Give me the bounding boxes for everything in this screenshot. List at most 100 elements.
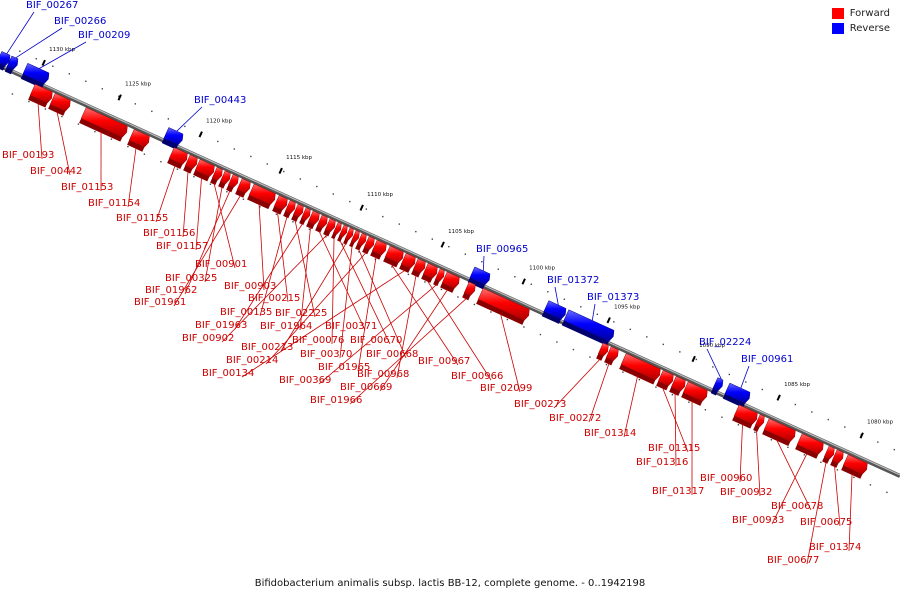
legend-forward-label: Forward: [849, 8, 890, 19]
gene-arrow: [227, 174, 239, 189]
gene-arrow: [754, 414, 765, 428]
gene-label: BIF_01963: [195, 320, 247, 331]
scale-dot: [101, 88, 104, 90]
gene-arrow-shadow: [167, 158, 183, 170]
gene-label: BIF_01374: [809, 542, 861, 553]
gene-leader-line: [834, 465, 841, 527]
scale-dot: [151, 110, 153, 113]
scale-dot: [11, 93, 14, 95]
scale-dot: [44, 108, 47, 110]
scale-dot: [754, 431, 756, 433]
scale-dot: [728, 373, 731, 376]
gene-arrow-shadow: [355, 244, 362, 251]
scale-dot: [407, 273, 410, 276]
gene-arrow-shadow: [604, 357, 614, 366]
gene-arrow: [657, 369, 674, 387]
scale-dot: [184, 125, 186, 128]
scale-dot: [613, 321, 615, 323]
scale-tick: [198, 131, 203, 138]
gene-leader-line: [553, 358, 601, 409]
scale-dot: [118, 95, 120, 98]
scale-tick-label: 1130 kbp: [49, 47, 75, 53]
gene-label: BIF_00267: [26, 0, 78, 11]
gene-leader-line: [234, 223, 303, 330]
gene-arrow: [796, 433, 824, 455]
gene-label: BIF_00966: [451, 371, 503, 382]
gene-label: BIF_00968: [357, 369, 409, 380]
scale-tick-label: 1125 kbp: [125, 82, 151, 88]
scale-dot: [143, 153, 146, 155]
scale-dot: [292, 221, 294, 223]
scale-dot: [497, 268, 500, 270]
gene-arrow-shadow: [193, 170, 210, 182]
scale-dot: [28, 100, 30, 103]
gene-label: BIF_00675: [800, 517, 852, 528]
gene-label: BIF_01964: [260, 321, 312, 332]
scale-dot: [629, 328, 632, 331]
gene-label: BIF_00370: [300, 349, 352, 360]
gene-arrow-shadow: [467, 277, 486, 290]
scale-dot: [506, 318, 509, 321]
gene-leader-line: [39, 41, 87, 69]
gene-arrow: [823, 445, 835, 460]
scale-tick-label: 1080 kbp: [867, 420, 893, 426]
gene-arrow-shadow: [830, 460, 839, 468]
gene-label: BIF_00272: [549, 413, 601, 424]
scale-tick: [440, 241, 445, 248]
scale-dot: [398, 223, 401, 225]
scale-dot: [68, 73, 71, 75]
scale-dot: [655, 386, 657, 388]
scale-dot: [853, 476, 855, 479]
scale-dot: [679, 351, 681, 353]
scale-dot: [589, 356, 591, 358]
gene-label: BIF_00369: [279, 375, 331, 386]
scale-tick-label: 1100 kbp: [529, 266, 555, 272]
gene-label: BIF_01156: [143, 228, 195, 239]
gene-leader-line: [37, 103, 43, 160]
scale-dot: [176, 168, 179, 170]
gene-leader-line: [379, 289, 448, 392]
gene-arrow: [831, 449, 844, 464]
gene-arrow-shadow: [841, 465, 863, 479]
gene-label: BIF_01153: [61, 182, 113, 193]
gene-leader-line: [588, 363, 610, 423]
gene-arrow: [338, 224, 348, 238]
scale-dot: [877, 441, 879, 443]
scale-tick-label: 1105 kbp: [448, 229, 474, 235]
scale-dot: [695, 358, 698, 361]
gene-label: BIF_01962: [145, 285, 197, 296]
gene-arrow-shadow: [656, 381, 669, 391]
scale-dot: [127, 145, 129, 148]
gene-label: BIF_00932: [720, 487, 772, 498]
gene-arrow: [463, 281, 476, 296]
scale-dot: [563, 298, 566, 300]
gene-leader-line: [591, 303, 596, 321]
gene-arrow-shadow: [20, 74, 45, 89]
gene-label: BIF_01966: [310, 395, 362, 406]
gene-leader-line: [426, 280, 492, 381]
scale-dot: [761, 388, 764, 391]
gene-label: BIF_01961: [134, 297, 186, 308]
gene-leader-line: [241, 269, 406, 378]
scale-dot: [596, 313, 599, 316]
reverse-swatch: [831, 23, 844, 34]
gene-arrow: [563, 309, 615, 342]
gene-arrow: [324, 218, 336, 233]
gene-label: BIF_00135: [220, 307, 272, 318]
gene-arrow: [682, 381, 708, 402]
gene-leader-line: [349, 298, 467, 405]
gene-arrow: [441, 271, 460, 289]
scale-dot: [233, 148, 236, 150]
legend: Forward Reverse: [831, 8, 890, 38]
gene-label: BIF_00442: [30, 166, 82, 177]
scale-dot: [886, 491, 888, 494]
scale-dot: [523, 326, 525, 328]
gene-arrow-shadow: [370, 250, 382, 260]
scale-dot: [308, 228, 311, 231]
gene-arrow-shadow: [161, 138, 179, 150]
gene-leader-line: [221, 234, 328, 343]
scale-dot: [464, 253, 467, 255]
gene-leader-line: [390, 263, 459, 366]
gene-arrow: [300, 207, 311, 221]
